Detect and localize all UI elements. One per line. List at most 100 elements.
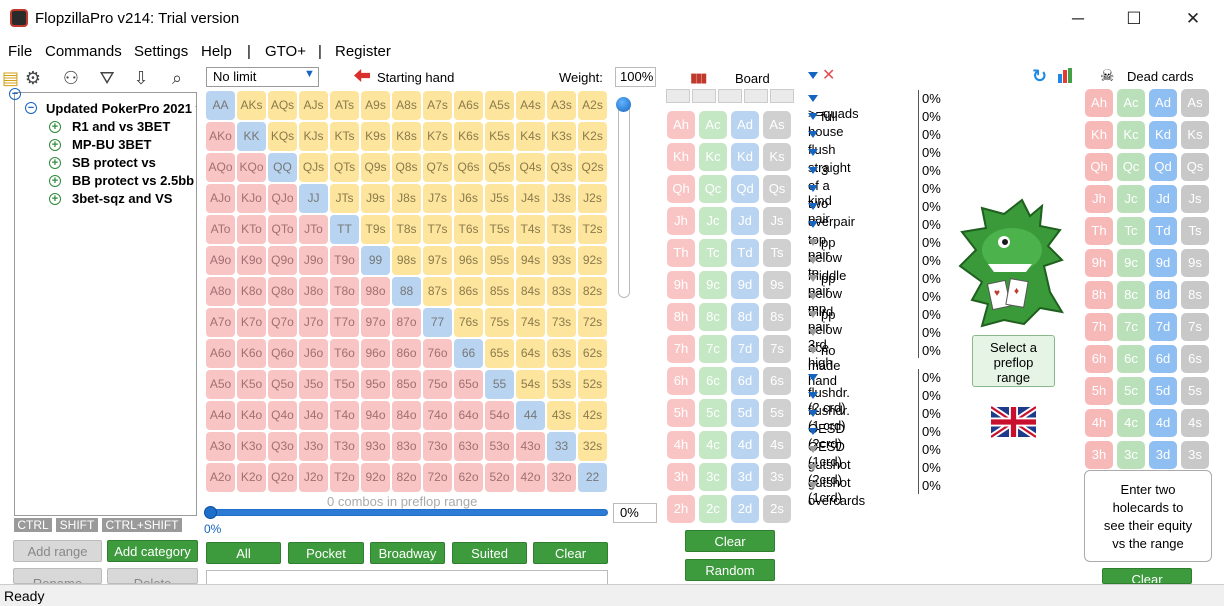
dead-card[interactable]: 3h: [1085, 441, 1113, 469]
hand-cell[interactable]: K2o: [237, 463, 266, 492]
hand-cell[interactable]: 76s: [454, 308, 483, 337]
hand-cell[interactable]: K6o: [237, 339, 266, 368]
weight-slider[interactable]: [618, 98, 630, 298]
ctrl-shift-key[interactable]: CTRL+SHIFT: [102, 518, 182, 532]
dead-card[interactable]: 8d: [1149, 281, 1177, 309]
hand-cell[interactable]: 64s: [516, 339, 545, 368]
hand-cell[interactable]: T5s: [485, 215, 514, 244]
hand-cell[interactable]: T8s: [392, 215, 421, 244]
hand-cell[interactable]: 62o: [454, 463, 483, 492]
minimize-button[interactable]: ─: [1071, 9, 1085, 28]
hand-cell[interactable]: T2s: [578, 215, 607, 244]
hand-cell[interactable]: K9s: [361, 122, 390, 151]
board-card[interactable]: Qs: [763, 175, 791, 203]
filter-icon[interactable]: [808, 68, 821, 83]
hand-cell[interactable]: 75s: [485, 308, 514, 337]
filter-icon[interactable]: [808, 410, 818, 417]
dead-card[interactable]: 5h: [1085, 377, 1113, 405]
dead-card[interactable]: 7h: [1085, 313, 1113, 341]
board-card[interactable]: 9d: [731, 271, 759, 299]
filter-icon[interactable]: [808, 392, 818, 399]
board-slot[interactable]: [718, 89, 742, 103]
hand-cell[interactable]: 93o: [361, 432, 390, 461]
dead-card[interactable]: 7c: [1117, 313, 1145, 341]
hand-cell[interactable]: 22: [578, 463, 607, 492]
uk-flag-icon[interactable]: [991, 406, 1036, 438]
range-tree[interactable]: [14, 92, 197, 516]
hand-cell[interactable]: T3o: [330, 432, 359, 461]
hand-cell[interactable]: Q8s: [392, 153, 421, 182]
hand-cell[interactable]: 33: [547, 432, 576, 461]
board-clear-button[interactable]: Clear: [685, 530, 775, 552]
hand-cell[interactable]: T9o: [330, 246, 359, 275]
range-text-input[interactable]: [206, 570, 608, 584]
board-card[interactable]: 2c: [699, 495, 727, 523]
hand-cell[interactable]: Q7s: [423, 153, 452, 182]
hand-cell[interactable]: J5s: [485, 184, 514, 213]
hand-cell[interactable]: 87s: [423, 277, 452, 306]
menu-help[interactable]: Help: [201, 43, 232, 60]
board-card[interactable]: 9h: [667, 271, 695, 299]
hand-cell[interactable]: A5o: [206, 370, 235, 399]
dead-card[interactable]: Kd: [1149, 121, 1177, 149]
hand-cell[interactable]: A7s: [423, 91, 452, 120]
hand-cell[interactable]: Q7o: [268, 308, 297, 337]
hand-cell[interactable]: A3o: [206, 432, 235, 461]
board-card[interactable]: 8s: [763, 303, 791, 331]
hand-cell[interactable]: 64o: [454, 401, 483, 430]
hand-cell[interactable]: K3o: [237, 432, 266, 461]
add-category-button[interactable]: Add category: [107, 540, 198, 562]
tree-item[interactable]: R1 and vs 3BET: [72, 119, 171, 134]
board-card[interactable]: 4h: [667, 431, 695, 459]
shift-key[interactable]: SHIFT: [56, 518, 98, 532]
board-card[interactable]: 2s: [763, 495, 791, 523]
hand-cell[interactable]: T7o: [330, 308, 359, 337]
hand-cell[interactable]: A6o: [206, 339, 235, 368]
board-card[interactable]: 3c: [699, 463, 727, 491]
board-card[interactable]: 8h: [667, 303, 695, 331]
hand-cell[interactable]: 65s: [485, 339, 514, 368]
filter-icon[interactable]: [808, 374, 818, 381]
ctrl-key[interactable]: CTRL: [14, 518, 52, 532]
hand-cell[interactable]: QTo: [268, 215, 297, 244]
hand-cell[interactable]: A3s: [547, 91, 576, 120]
dead-card[interactable]: 4h: [1085, 409, 1113, 437]
board-card[interactable]: Kh: [667, 143, 695, 171]
board-slot[interactable]: [666, 89, 690, 103]
hand-cell[interactable]: T6o: [330, 339, 359, 368]
board-card[interactable]: 4c: [699, 431, 727, 459]
hand-cell[interactable]: KJo: [237, 184, 266, 213]
hand-cell[interactable]: J5o: [299, 370, 328, 399]
hand-cell[interactable]: AJs: [299, 91, 328, 120]
hand-cell[interactable]: A2o: [206, 463, 235, 492]
dead-card[interactable]: Qc: [1117, 153, 1145, 181]
dead-card[interactable]: Qh: [1085, 153, 1113, 181]
gear-icon[interactable]: ⚙: [24, 68, 42, 88]
hand-cell[interactable]: 94o: [361, 401, 390, 430]
hand-cell[interactable]: J7o: [299, 308, 328, 337]
hand-cell[interactable]: J3s: [547, 184, 576, 213]
board-card[interactable]: Tc: [699, 239, 727, 267]
hand-cell[interactable]: 98s: [392, 246, 421, 275]
add-range-button[interactable]: Add range: [13, 540, 102, 562]
hand-cell[interactable]: 83o: [392, 432, 421, 461]
menu-file[interactable]: File: [8, 43, 33, 60]
board-card[interactable]: Jc: [699, 207, 727, 235]
refresh-icon[interactable]: ↻: [1032, 66, 1048, 86]
hand-cell[interactable]: 85s: [485, 277, 514, 306]
hand-cell[interactable]: 84s: [516, 277, 545, 306]
filter-icon[interactable]: [808, 131, 818, 138]
board-card[interactable]: 4s: [763, 431, 791, 459]
dead-card[interactable]: Jh: [1085, 185, 1113, 213]
hand-cell[interactable]: 43s: [547, 401, 576, 430]
expand-icon[interactable]: +: [49, 139, 61, 151]
hand-cell[interactable]: 82o: [392, 463, 421, 492]
menu-commands[interactable]: Commands: [45, 43, 122, 60]
menu-settings[interactable]: Settings: [134, 43, 189, 60]
hand-cell[interactable]: ATs: [330, 91, 359, 120]
hand-cell[interactable]: Q3o: [268, 432, 297, 461]
dead-card[interactable]: Ah: [1085, 89, 1113, 117]
board-card[interactable]: 7d: [731, 335, 759, 363]
hand-cell[interactable]: 92s: [578, 246, 607, 275]
hand-cell[interactable]: Q5o: [268, 370, 297, 399]
